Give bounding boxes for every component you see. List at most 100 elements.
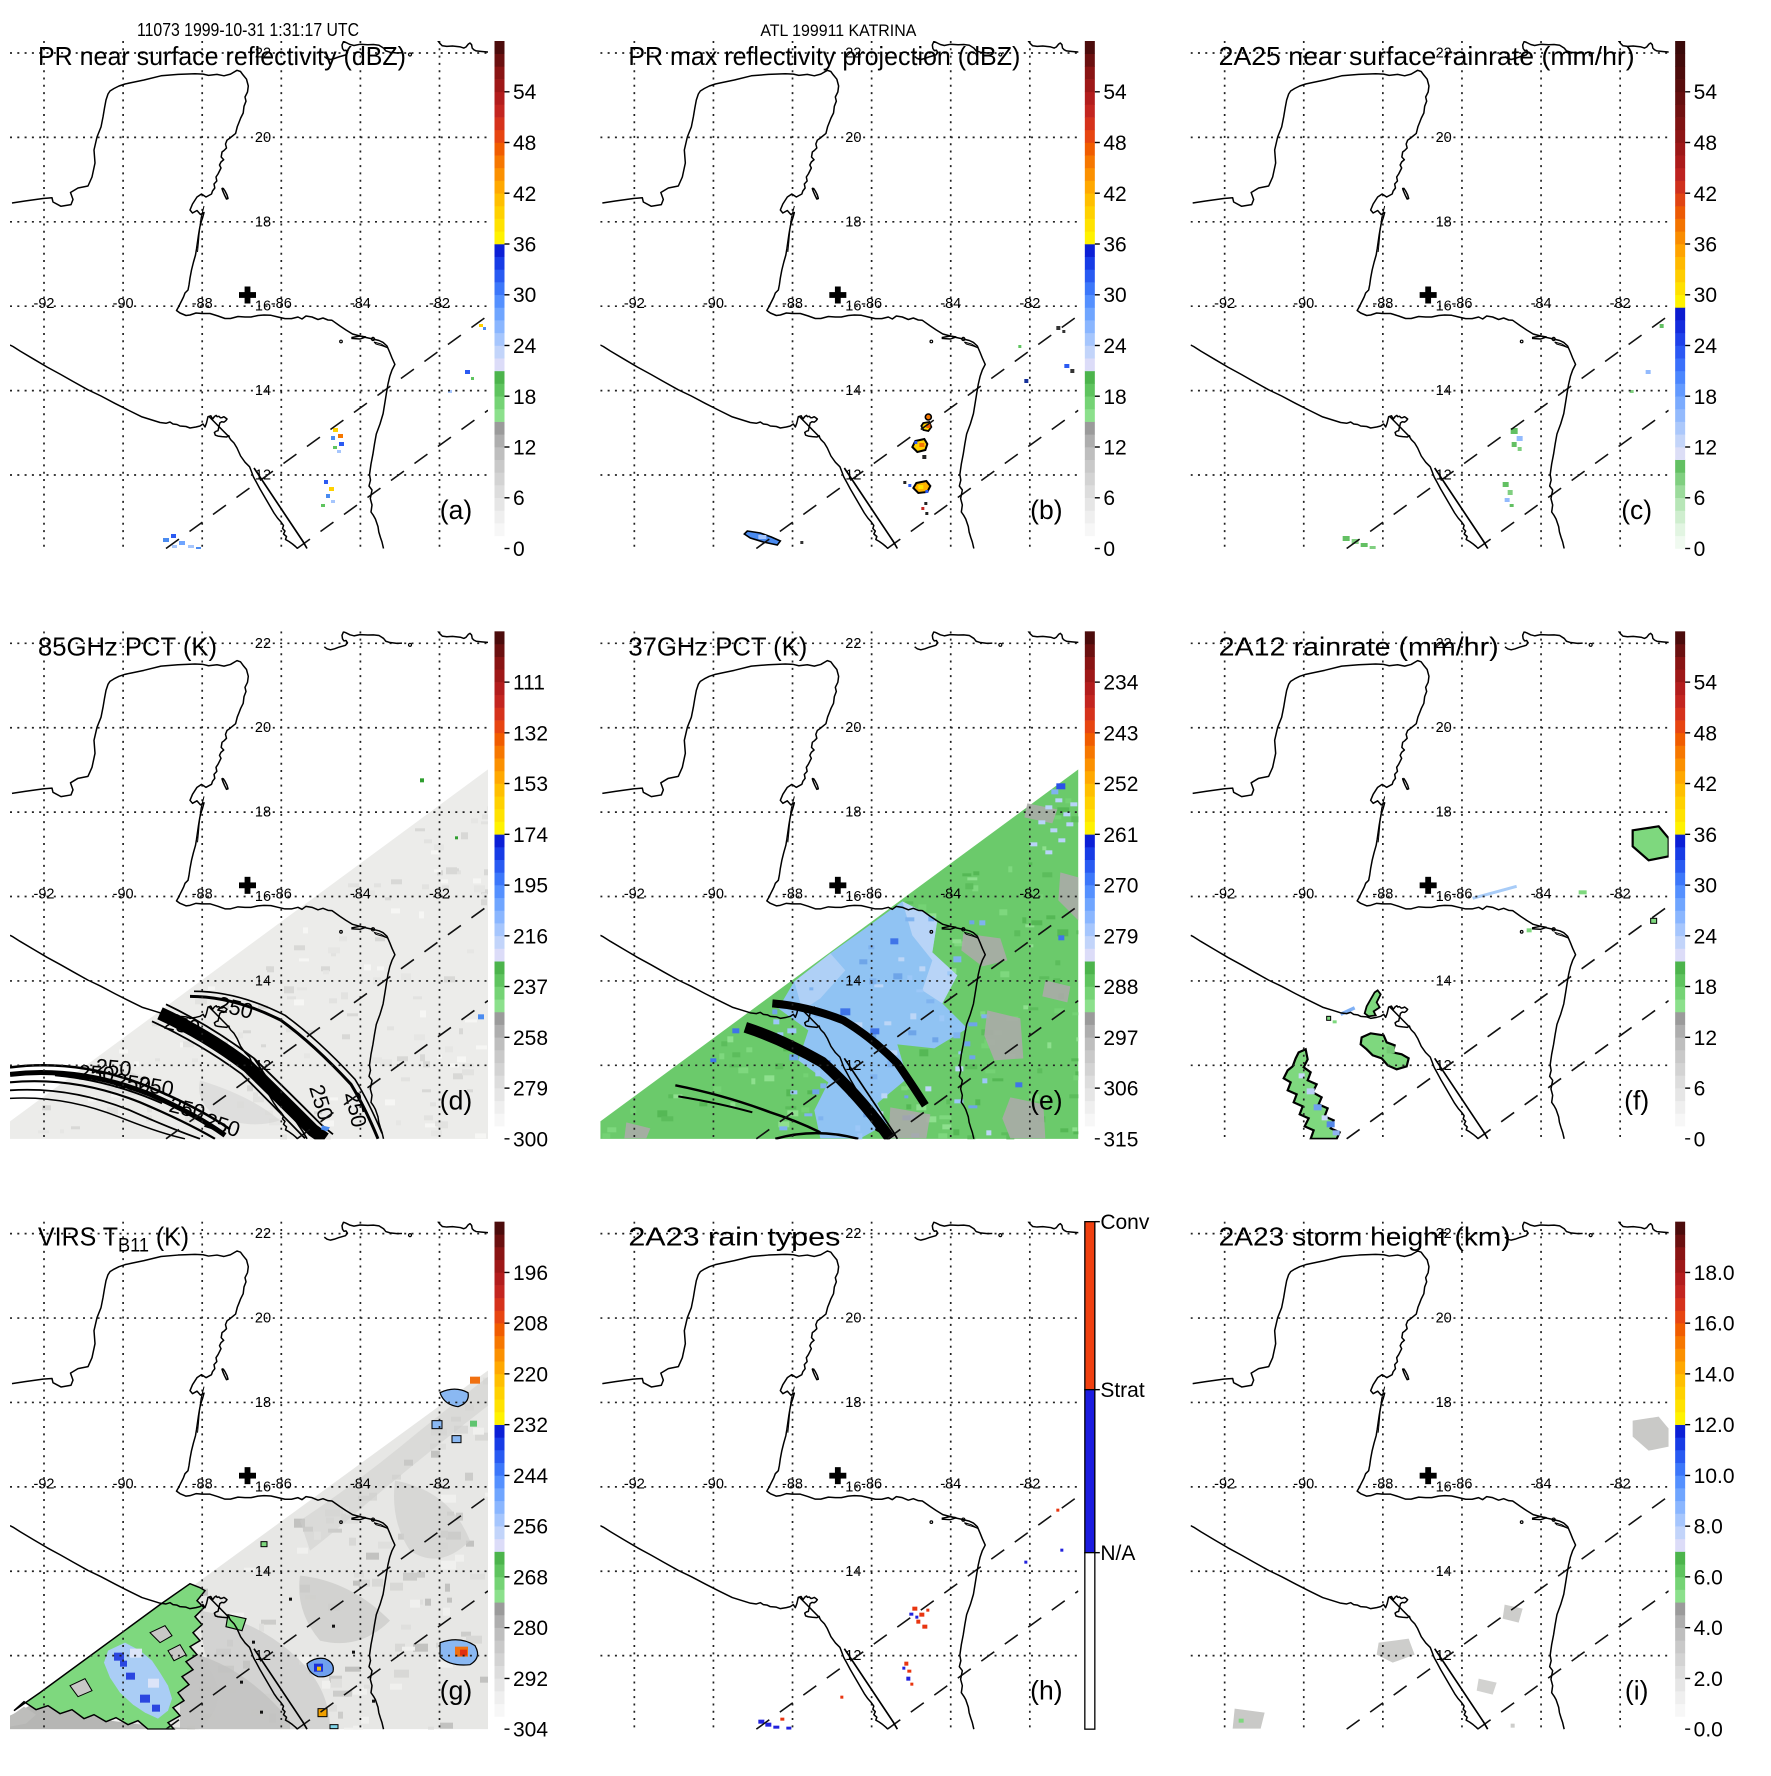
svg-text:6: 6 [513,487,525,510]
svg-text:36: 36 [1694,234,1717,257]
svg-text:48: 48 [1694,132,1717,155]
svg-text:111: 111 [513,672,545,695]
svg-text:(d): (d) [440,1085,472,1115]
svg-text:16.0: 16.0 [1694,1313,1735,1336]
svg-text:0: 0 [513,538,525,561]
svg-text:280: 280 [513,1617,548,1640]
svg-text:174: 174 [513,824,548,847]
svg-text:18: 18 [1694,976,1717,999]
svg-text:12: 12 [1103,437,1126,460]
svg-text:250: 250 [95,1054,133,1081]
svg-text:220: 220 [513,1363,548,1386]
svg-text:258: 258 [513,1027,548,1050]
svg-text:54: 54 [1694,672,1718,695]
svg-text:30: 30 [1694,284,1717,307]
svg-text:18: 18 [1103,386,1126,409]
svg-text:PR near surface reflectivity (: PR near surface reflectivity (dBZ) [38,41,406,71]
svg-text:6.0: 6.0 [1694,1566,1723,1589]
svg-text:300: 300 [513,1128,548,1151]
svg-text:Strat: Strat [1100,1379,1145,1402]
svg-text:(b): (b) [1030,495,1062,525]
svg-text:297: 297 [1103,1027,1138,1050]
svg-text:54: 54 [1103,81,1127,104]
svg-text:2A25 near surface rainrate (mm: 2A25 near surface rainrate (mm/hr) [1219,41,1635,71]
svg-text:24: 24 [1103,335,1127,358]
svg-text:24: 24 [513,335,537,358]
svg-text:292: 292 [513,1668,548,1691]
svg-text:10.0: 10.0 [1694,1465,1735,1488]
svg-text:85GHz PCT (K): 85GHz PCT (K) [38,631,217,661]
svg-text:12: 12 [513,437,536,460]
svg-text:12.0: 12.0 [1694,1414,1735,1437]
svg-text:261: 261 [1103,824,1138,847]
svg-text:42: 42 [1694,183,1717,206]
svg-text:30: 30 [1103,284,1126,307]
svg-text:315: 315 [1103,1128,1138,1151]
svg-text:304: 304 [513,1719,548,1742]
svg-text:0: 0 [1694,1128,1706,1151]
svg-text:(c): (c) [1621,495,1652,525]
svg-text:48: 48 [513,132,536,155]
svg-text:6: 6 [1694,487,1706,510]
svg-text:37GHz PCT (K): 37GHz PCT (K) [628,631,807,661]
svg-text:36: 36 [513,234,536,257]
svg-text:12: 12 [1694,437,1717,460]
svg-text:54: 54 [1694,81,1718,104]
svg-text:11073 1999-10-31 1:31:17 UTC: 11073 1999-10-31 1:31:17 UTC [137,20,359,40]
svg-text:0: 0 [1103,538,1115,561]
svg-text:237: 237 [513,976,548,999]
svg-text:18: 18 [513,386,536,409]
svg-text:Conv: Conv [1100,1211,1150,1234]
svg-text:6: 6 [1103,487,1115,510]
svg-text:250: 250 [113,1069,152,1098]
svg-text:232: 232 [513,1414,548,1437]
svg-text:270: 270 [1103,875,1138,898]
svg-text:243: 243 [1103,722,1138,745]
svg-text:42: 42 [513,183,536,206]
svg-text:42: 42 [1103,183,1126,206]
svg-text:6: 6 [1694,1078,1706,1101]
svg-text:195: 195 [513,875,548,898]
svg-text:48: 48 [1103,132,1126,155]
svg-text:42: 42 [1694,773,1717,796]
svg-text:0.0: 0.0 [1694,1719,1723,1742]
svg-text:252: 252 [1103,773,1138,796]
svg-text:288: 288 [1103,976,1138,999]
svg-text:2A23 rain types: 2A23 rain types [628,1222,840,1252]
svg-text:279: 279 [1103,925,1138,948]
svg-text:0: 0 [1694,538,1706,561]
svg-text:132: 132 [513,722,548,745]
svg-text:8.0: 8.0 [1694,1516,1723,1539]
svg-text:(a): (a) [440,495,472,525]
svg-text:24: 24 [1694,335,1718,358]
svg-text:ATL 199911 KATRINA: ATL 199911 KATRINA [760,22,916,40]
svg-text:VIRS TB11 (K): VIRS TB11 (K) [38,1222,189,1257]
svg-text:256: 256 [513,1516,548,1539]
svg-text:36: 36 [1694,824,1717,847]
svg-text:306: 306 [1103,1078,1138,1101]
svg-text:(i): (i) [1625,1676,1649,1706]
svg-text:(h): (h) [1030,1676,1062,1706]
svg-text:244: 244 [513,1465,548,1488]
svg-text:54: 54 [513,81,537,104]
svg-text:12: 12 [1694,1027,1717,1050]
svg-text:279: 279 [513,1078,548,1101]
svg-text:36: 36 [1103,234,1126,257]
svg-text:30: 30 [1694,875,1717,898]
svg-text:N/A: N/A [1100,1542,1135,1565]
svg-text:24: 24 [1694,925,1718,948]
svg-text:18: 18 [1694,386,1717,409]
svg-text:234: 234 [1103,672,1138,695]
svg-text:30: 30 [513,284,536,307]
svg-text:208: 208 [513,1313,548,1336]
svg-text:268: 268 [513,1566,548,1589]
svg-text:153: 153 [513,773,548,796]
svg-text:14.0: 14.0 [1694,1363,1735,1386]
svg-text:(f): (f) [1624,1085,1649,1115]
svg-text:48: 48 [1694,722,1717,745]
svg-text:2A12 rainrate (mm/hr): 2A12 rainrate (mm/hr) [1219,631,1499,661]
svg-text:(e): (e) [1030,1085,1062,1115]
svg-text:196: 196 [513,1262,548,1285]
svg-text:PR max reflectivity projection: PR max reflectivity projection (dBZ) [628,41,1020,71]
svg-text:18.0: 18.0 [1694,1262,1735,1285]
